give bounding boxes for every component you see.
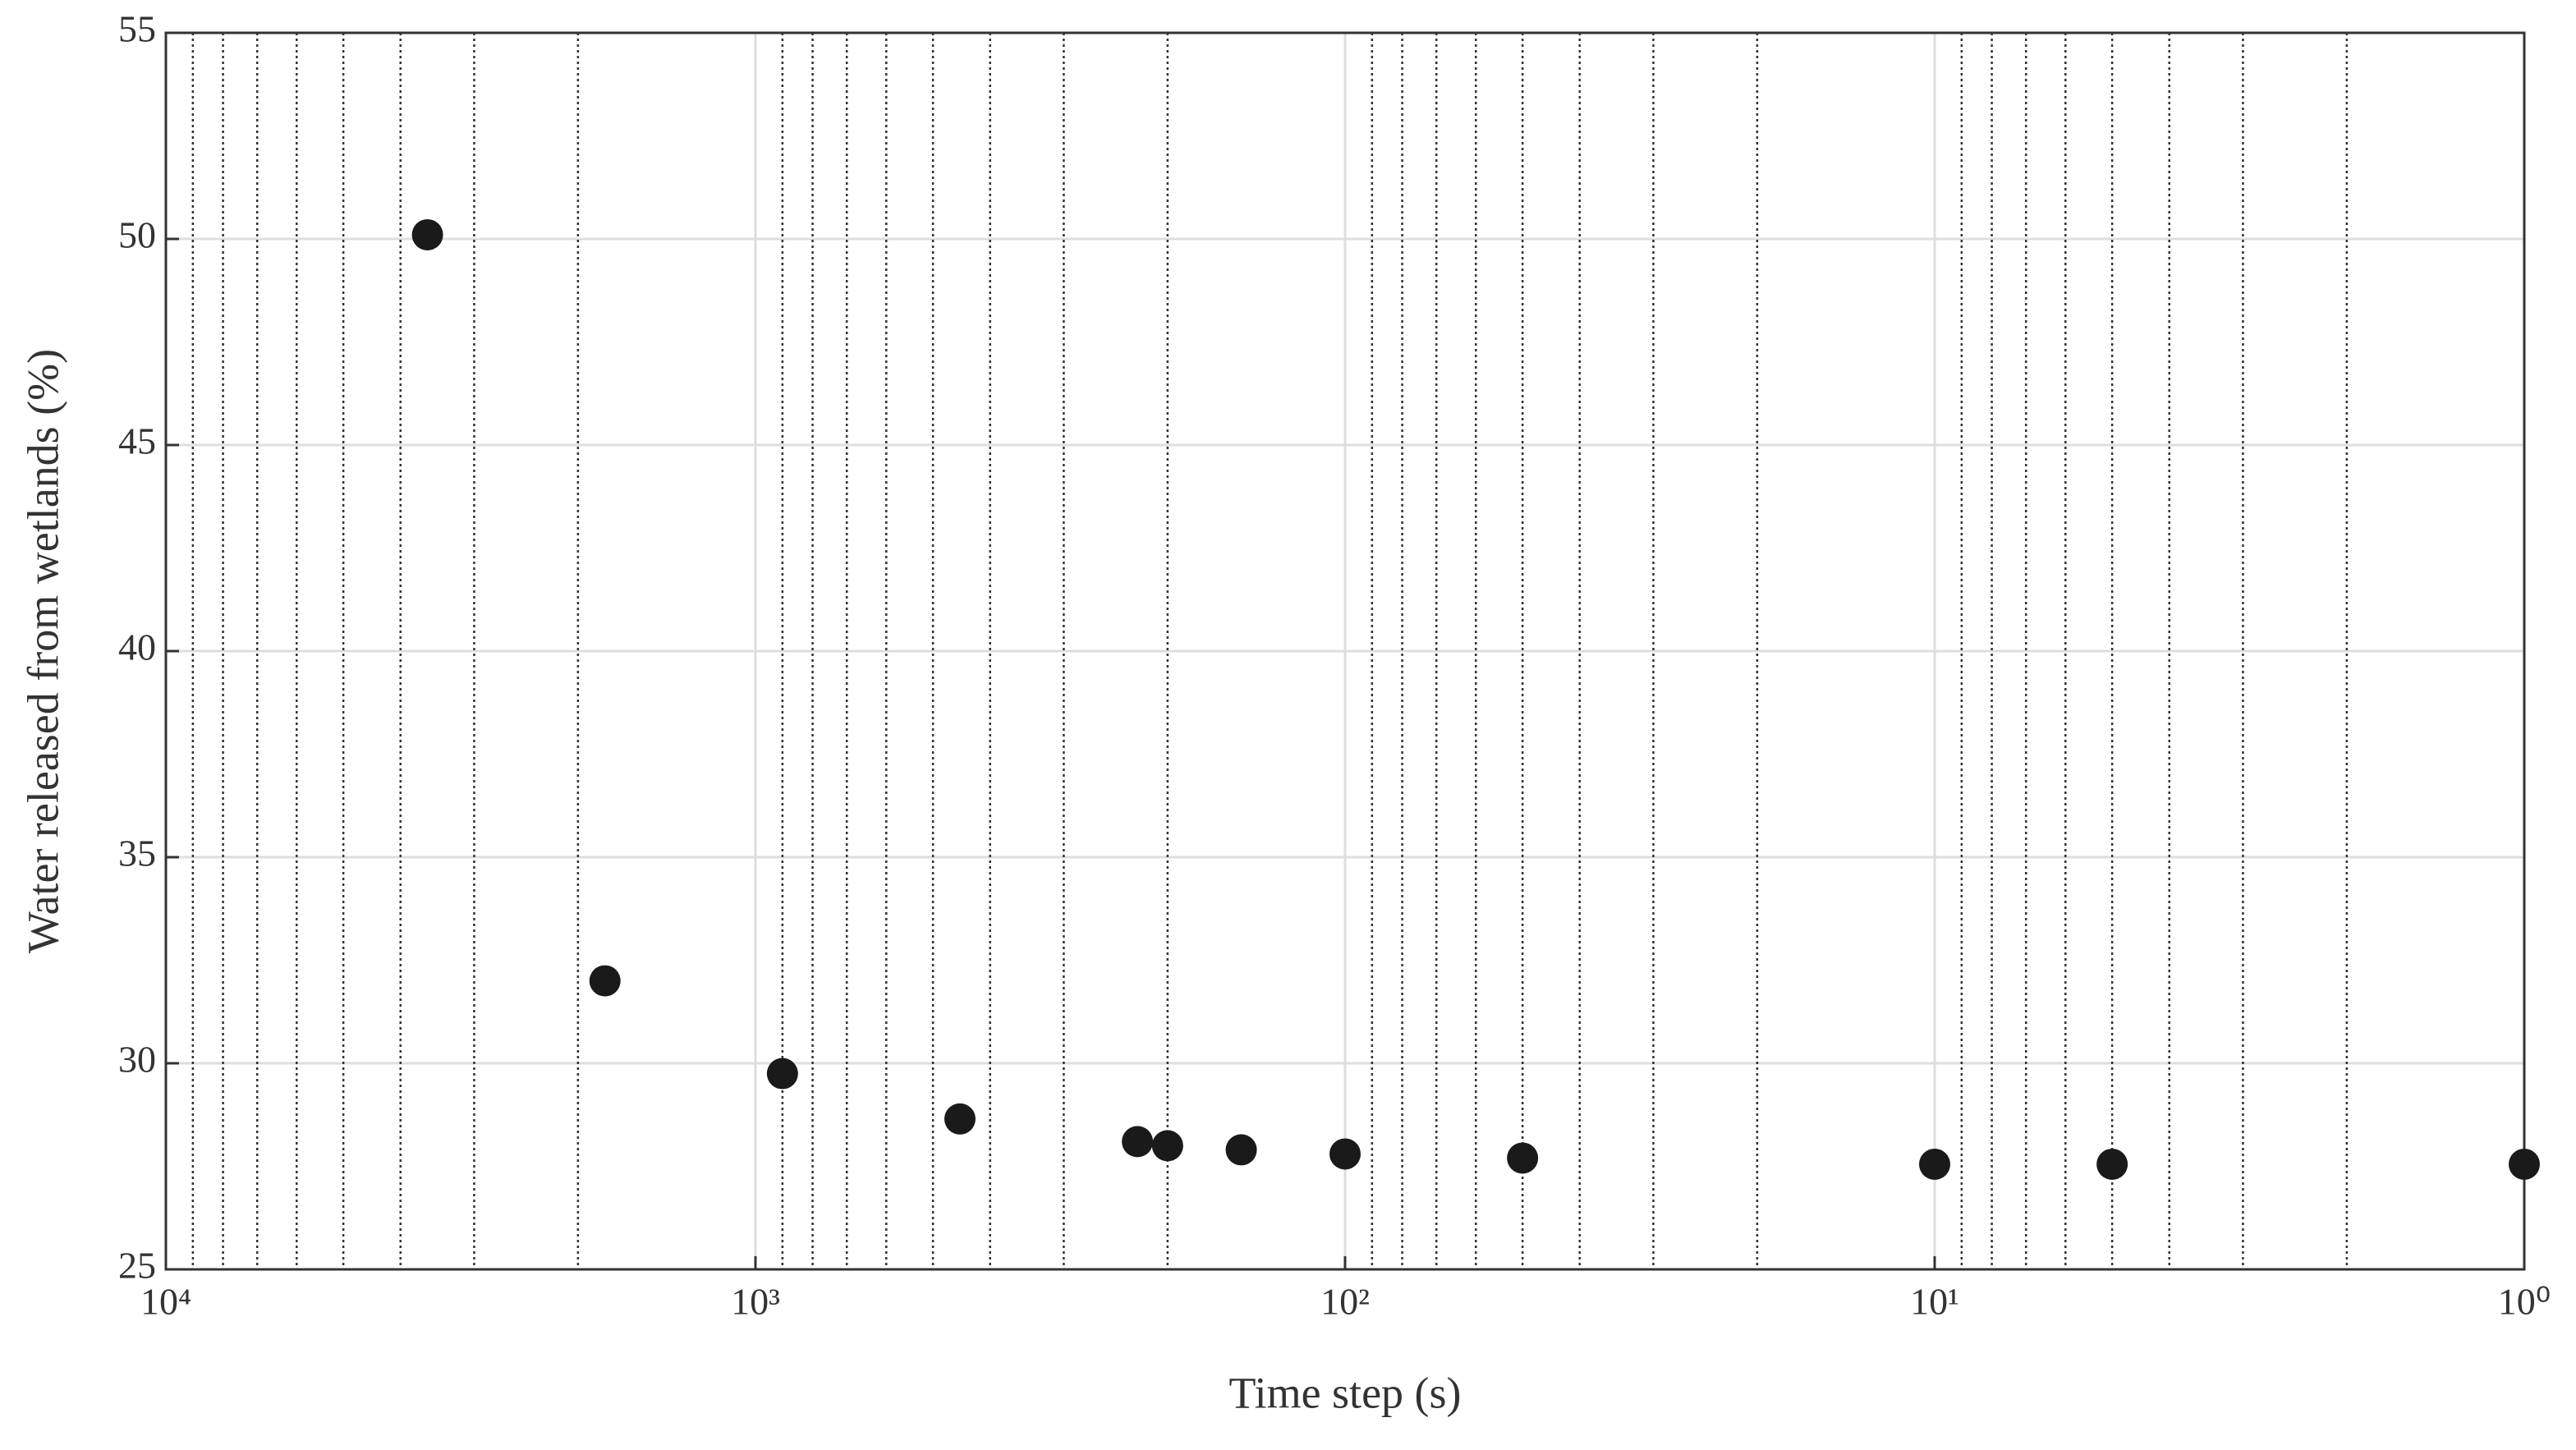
point (1507, 1142, 1539, 1174)
point (411, 218, 443, 250)
y-tick-label: 55 (118, 8, 156, 50)
y-tick-label: 50 (118, 214, 156, 256)
y-tick-label: 35 (118, 833, 156, 874)
point (2096, 1148, 2128, 1180)
y-tick-label: 25 (118, 1245, 156, 1287)
point (2509, 1148, 2540, 1180)
point (1919, 1148, 1950, 1180)
x-tick-label: 10³ (731, 1281, 780, 1323)
point (1151, 1130, 1183, 1162)
point (1122, 1126, 1154, 1158)
x-tick-label: 10⁰ (2498, 1281, 2551, 1323)
x-tick-label: 10⁴ (140, 1281, 191, 1323)
point (944, 1103, 976, 1135)
y-tick-label: 45 (118, 420, 156, 462)
x-axis-label: Time step (s) (1228, 1368, 1461, 1417)
point (589, 965, 621, 997)
point (1225, 1134, 1257, 1166)
y-tick-label: 40 (118, 626, 156, 668)
x-tick-label: 10² (1320, 1281, 1370, 1323)
point (766, 1058, 798, 1090)
y-axis-label: Water released from wetlands (%) (18, 349, 67, 953)
point (1329, 1138, 1361, 1170)
x-tick-label: 10¹ (1910, 1281, 1959, 1323)
y-tick-label: 30 (118, 1039, 156, 1081)
